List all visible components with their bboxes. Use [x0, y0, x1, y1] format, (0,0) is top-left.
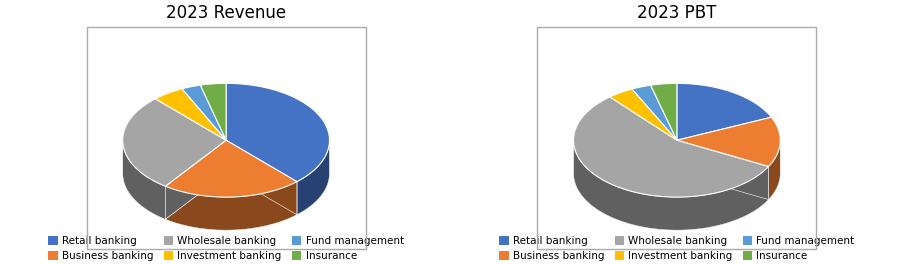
- Polygon shape: [182, 85, 226, 140]
- Polygon shape: [631, 85, 676, 140]
- Polygon shape: [676, 117, 779, 167]
- Polygon shape: [297, 140, 329, 215]
- Polygon shape: [676, 140, 768, 200]
- Polygon shape: [165, 140, 226, 219]
- Polygon shape: [165, 140, 297, 197]
- Polygon shape: [676, 140, 768, 200]
- Polygon shape: [609, 89, 676, 140]
- Polygon shape: [123, 99, 226, 186]
- Polygon shape: [226, 83, 329, 182]
- Polygon shape: [123, 140, 165, 219]
- Polygon shape: [650, 83, 676, 140]
- Polygon shape: [676, 83, 770, 140]
- Legend: Retail banking, Business banking, Wholesale banking, Investment banking, Fund ma: Retail banking, Business banking, Wholes…: [49, 236, 403, 261]
- Title: 2023 PBT: 2023 PBT: [637, 4, 716, 22]
- Polygon shape: [226, 140, 297, 215]
- Polygon shape: [165, 140, 226, 219]
- Polygon shape: [155, 89, 226, 140]
- Polygon shape: [676, 173, 779, 200]
- Polygon shape: [768, 140, 779, 200]
- Polygon shape: [226, 140, 297, 215]
- Legend: Retail banking, Business banking, Wholesale banking, Investment banking, Fund ma: Retail banking, Business banking, Wholes…: [499, 236, 853, 261]
- Polygon shape: [123, 173, 226, 219]
- Polygon shape: [165, 182, 297, 230]
- Polygon shape: [200, 83, 226, 140]
- Polygon shape: [165, 173, 297, 230]
- Polygon shape: [573, 97, 768, 197]
- Polygon shape: [226, 173, 329, 215]
- Polygon shape: [573, 140, 768, 230]
- Title: 2023 Revenue: 2023 Revenue: [166, 4, 286, 22]
- Polygon shape: [573, 173, 768, 230]
